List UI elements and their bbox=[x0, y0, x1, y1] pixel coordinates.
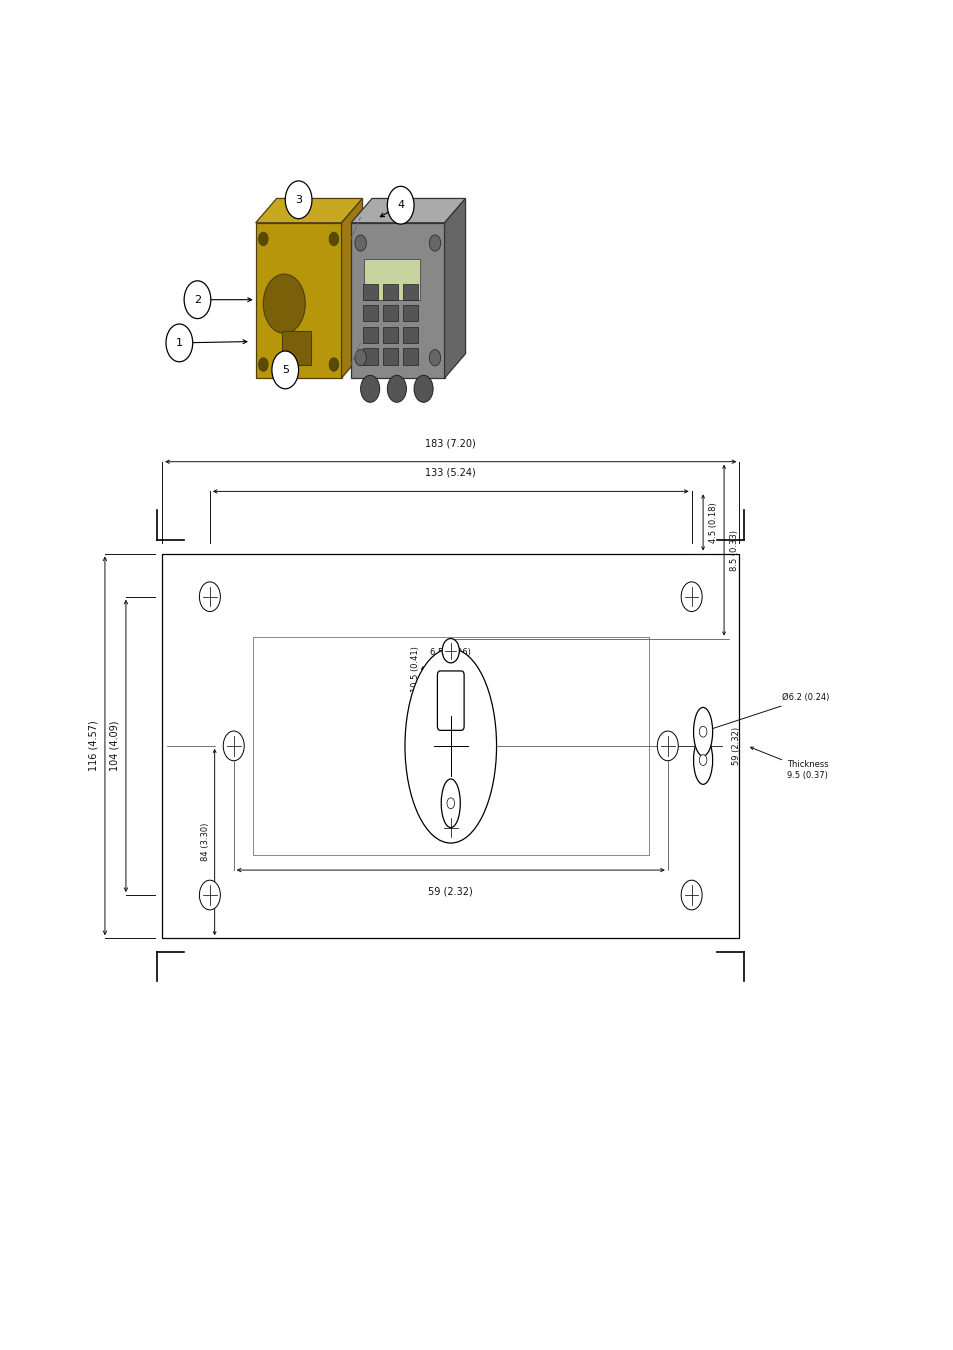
Bar bbox=[162, 554, 739, 938]
Bar bbox=[382, 305, 397, 321]
Ellipse shape bbox=[440, 779, 460, 828]
Bar bbox=[362, 284, 377, 300]
Bar bbox=[402, 348, 417, 364]
Circle shape bbox=[199, 582, 220, 612]
Text: 59 (2.32): 59 (2.32) bbox=[731, 726, 740, 765]
Text: 8.5 (0.33): 8.5 (0.33) bbox=[729, 529, 738, 571]
Text: Ø6.2 (0.24): Ø6.2 (0.24) bbox=[706, 694, 829, 730]
Polygon shape bbox=[341, 198, 362, 378]
Bar bbox=[364, 259, 419, 300]
Ellipse shape bbox=[404, 649, 496, 842]
Circle shape bbox=[329, 232, 338, 246]
Bar bbox=[362, 348, 377, 364]
Polygon shape bbox=[351, 198, 465, 223]
Ellipse shape bbox=[693, 736, 712, 784]
Ellipse shape bbox=[414, 375, 433, 402]
Text: 2: 2 bbox=[193, 294, 201, 305]
Ellipse shape bbox=[387, 375, 406, 402]
Circle shape bbox=[272, 351, 298, 389]
Circle shape bbox=[699, 726, 706, 737]
Circle shape bbox=[329, 358, 338, 371]
Polygon shape bbox=[351, 223, 444, 378]
Text: 59 (2.32): 59 (2.32) bbox=[428, 887, 473, 896]
Ellipse shape bbox=[693, 707, 712, 756]
Bar bbox=[402, 327, 417, 343]
Ellipse shape bbox=[360, 375, 379, 402]
Text: 4: 4 bbox=[396, 200, 404, 211]
Circle shape bbox=[446, 798, 454, 809]
Polygon shape bbox=[444, 198, 465, 378]
Circle shape bbox=[258, 358, 268, 371]
Bar bbox=[362, 327, 377, 343]
Circle shape bbox=[199, 880, 220, 910]
Text: 5: 5 bbox=[281, 364, 289, 375]
Text: 183 (7.20): 183 (7.20) bbox=[425, 439, 476, 448]
Text: 1: 1 bbox=[175, 338, 183, 348]
Circle shape bbox=[223, 732, 244, 761]
Circle shape bbox=[166, 324, 193, 362]
Circle shape bbox=[285, 181, 312, 219]
FancyBboxPatch shape bbox=[436, 671, 463, 730]
Bar bbox=[402, 305, 417, 321]
Circle shape bbox=[699, 755, 706, 765]
Circle shape bbox=[429, 235, 440, 251]
Bar bbox=[362, 305, 377, 321]
Circle shape bbox=[680, 582, 701, 612]
Text: 4.5 (0.18): 4.5 (0.18) bbox=[708, 502, 717, 543]
Text: 104 (4.09): 104 (4.09) bbox=[110, 721, 119, 771]
Bar bbox=[382, 327, 397, 343]
Bar bbox=[282, 331, 311, 364]
Bar bbox=[402, 284, 417, 300]
Text: 133 (5.24): 133 (5.24) bbox=[425, 468, 476, 478]
Circle shape bbox=[442, 639, 459, 663]
Text: 84 (3.30): 84 (3.30) bbox=[200, 824, 210, 861]
Polygon shape bbox=[255, 198, 362, 223]
Circle shape bbox=[355, 350, 366, 366]
Text: 6.5 (0.26): 6.5 (0.26) bbox=[430, 648, 471, 657]
Circle shape bbox=[263, 274, 305, 333]
Bar bbox=[382, 348, 397, 364]
Text: 116 (4.57): 116 (4.57) bbox=[89, 721, 98, 771]
Polygon shape bbox=[255, 223, 341, 378]
Circle shape bbox=[657, 732, 678, 761]
Circle shape bbox=[355, 235, 366, 251]
Circle shape bbox=[258, 232, 268, 246]
Text: 3: 3 bbox=[294, 194, 302, 205]
Text: 10.5 (0.41): 10.5 (0.41) bbox=[411, 647, 419, 691]
Bar bbox=[253, 637, 648, 855]
Circle shape bbox=[429, 350, 440, 366]
Bar bbox=[382, 284, 397, 300]
Circle shape bbox=[184, 281, 211, 319]
Circle shape bbox=[680, 880, 701, 910]
Text: Thickness
9.5 (0.37): Thickness 9.5 (0.37) bbox=[750, 747, 828, 780]
Circle shape bbox=[387, 186, 414, 224]
Circle shape bbox=[440, 813, 461, 842]
